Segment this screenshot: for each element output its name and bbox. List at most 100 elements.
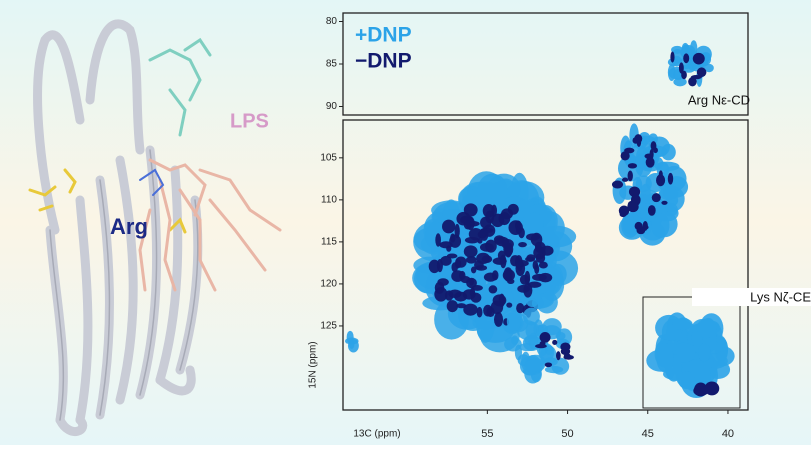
y-tick-label: 120 — [320, 279, 337, 290]
contour-blob — [661, 201, 667, 205]
structure-label: LPS — [230, 110, 269, 132]
contour-blob — [506, 303, 512, 308]
contour-blob — [652, 193, 661, 202]
contour-blob — [697, 318, 717, 338]
contour-blob — [435, 233, 441, 246]
contour-blob — [447, 300, 458, 312]
y-tick-label: 80 — [326, 16, 338, 27]
contour-blob — [515, 255, 523, 269]
contour-blob — [683, 53, 689, 63]
contour-blob — [551, 358, 569, 375]
y-tick-label: 105 — [320, 152, 337, 163]
contour-blob — [442, 220, 455, 234]
contour-blob — [668, 173, 673, 185]
contour-blob — [464, 220, 472, 229]
contour-blob — [474, 260, 484, 269]
contour-blob — [627, 202, 638, 212]
contour-blob — [545, 362, 552, 367]
contour-blob — [435, 282, 445, 294]
contour-blob — [480, 243, 494, 252]
contour-blob — [552, 340, 557, 345]
contour-blob — [656, 343, 673, 373]
annotation: Arg Nε-CD — [688, 92, 750, 107]
contour-blob — [349, 340, 354, 349]
contour-blob — [628, 163, 637, 168]
contour-blob — [507, 311, 521, 331]
contour-blob — [679, 62, 684, 73]
contour-blob — [698, 344, 711, 362]
contour-blob — [668, 64, 676, 81]
contour-blob — [524, 360, 544, 373]
contour-blob — [536, 253, 546, 263]
x-tick-label: 45 — [642, 428, 654, 440]
contour-blob — [518, 242, 527, 247]
contour-blob — [672, 318, 692, 330]
contour-blob — [653, 147, 658, 153]
x-tick-label: 55 — [481, 428, 493, 440]
contour-blob — [526, 233, 540, 240]
contour-blob — [564, 353, 571, 359]
contour-blob — [516, 221, 521, 227]
contour-blob — [501, 208, 513, 219]
contour-blob — [525, 271, 531, 285]
legend-entry: −DNP — [355, 50, 412, 73]
structure-label: Arg — [110, 214, 148, 239]
contour-blob — [500, 255, 506, 269]
contour-blob — [693, 53, 705, 65]
y-tick-label: 90 — [326, 101, 338, 112]
y-axis-label: 15N (ppm) — [308, 341, 319, 388]
contour-blob — [491, 205, 497, 217]
contour-blob — [503, 243, 513, 257]
contour-blob — [540, 332, 551, 343]
contour-blob — [526, 322, 540, 340]
contour-blob — [705, 382, 720, 396]
figure: LPS Arg 80 85 90 +DNP −DNP Arg Nε-CD 105 110 115… — [0, 0, 811, 445]
contour-blob — [527, 299, 538, 307]
contour-blob — [447, 253, 458, 258]
contour-blob — [691, 75, 702, 79]
contour-blob — [517, 285, 530, 293]
contour-blob — [482, 255, 493, 263]
x-tick-label: 50 — [561, 428, 573, 440]
contour-blob — [471, 293, 482, 303]
x-tick-label: 40 — [722, 428, 734, 440]
contour-blob — [670, 51, 674, 62]
contour-blob — [539, 273, 553, 282]
y-tick-label: 110 — [321, 194, 337, 205]
contour-blob — [489, 285, 498, 293]
contour-blob — [455, 257, 466, 268]
y-tick-label: 115 — [321, 237, 337, 248]
contour-blob — [624, 148, 634, 154]
y-tick-label: 85 — [326, 59, 338, 70]
y-tick-label: 125 — [320, 321, 337, 332]
legend-entry: +DNP — [355, 24, 412, 47]
contour-blob — [446, 245, 451, 251]
contour-blob — [483, 305, 492, 317]
contour-blob — [540, 341, 546, 346]
contour-blob — [648, 205, 656, 216]
contour-blob — [480, 228, 489, 241]
contour-blob — [429, 260, 440, 273]
contour-blob — [659, 170, 663, 178]
contour-blob — [494, 312, 503, 327]
contour-blob — [612, 181, 623, 189]
contour-blob — [464, 245, 478, 257]
contour-blob — [463, 304, 477, 316]
contour-blob — [518, 227, 525, 238]
contour-blob — [678, 371, 695, 389]
annotation: Lys Nζ-CE — [750, 289, 811, 304]
contour-blob — [643, 221, 648, 231]
contour-blob — [466, 278, 477, 288]
contour-blob — [620, 212, 627, 217]
contour-blob — [511, 335, 518, 345]
contour-blob — [646, 157, 655, 168]
contour-blob — [622, 178, 628, 182]
contour-blob — [526, 254, 535, 261]
contour-blob — [628, 171, 633, 182]
contour-blob — [634, 134, 642, 143]
contour-blob — [556, 351, 561, 360]
contour-blob — [491, 301, 503, 315]
contour-blob — [503, 267, 512, 281]
contour-blob — [484, 273, 497, 282]
x-axis-label: 13C (ppm) — [353, 429, 400, 440]
